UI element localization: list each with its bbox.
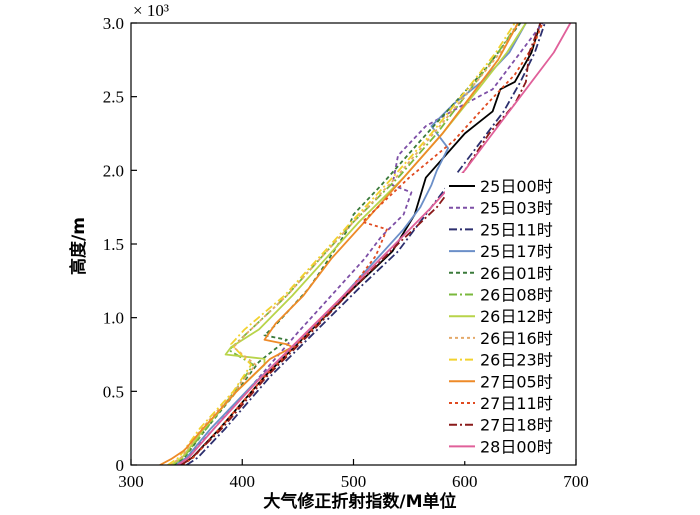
y-tick-label: 2.5	[103, 88, 124, 107]
series-line-12	[177, 23, 572, 465]
y-tick-label: 1.5	[103, 235, 124, 254]
y-axis: 0 0.5 1.0 1.5 2.0 2.5 3.0	[103, 14, 137, 475]
legend-label: 27日11时	[480, 394, 553, 413]
legend-label: 26日08时	[480, 286, 553, 305]
y-scale-label: × 10³	[133, 1, 169, 20]
legend-label: 26日01时	[480, 264, 553, 283]
y-tick-label: 1.0	[103, 309, 124, 328]
x-tick-label: 300	[118, 472, 144, 491]
y-tick-label: 3.0	[103, 14, 124, 33]
legend-label: 25日03时	[480, 199, 553, 218]
legend-label: 25日00时	[480, 177, 553, 196]
legend-label: 28日00时	[480, 437, 553, 456]
legend-label: 25日17时	[480, 242, 553, 261]
series-line-2	[186, 23, 546, 465]
series-line-7	[169, 23, 519, 465]
legend-label: 26日23时	[480, 351, 553, 370]
legend-label: 26日12时	[480, 307, 553, 326]
x-tick-label: 600	[452, 472, 478, 491]
series-line-11	[180, 23, 542, 465]
x-tick-label: 500	[341, 472, 367, 491]
legend-label: 25日11时	[480, 220, 553, 239]
series-line-3	[175, 23, 527, 465]
legend-label: 27日05时	[480, 372, 553, 391]
series-layer	[159, 23, 572, 465]
y-axis-title: 高度/m	[68, 217, 89, 275]
x-axis: 300 400 500 600 700	[118, 459, 589, 491]
y-tick-label: 0.5	[103, 382, 124, 401]
series-line-8	[167, 23, 516, 465]
x-tick-label: 700	[563, 472, 589, 491]
y-tick-label: 2.0	[103, 161, 124, 180]
series-line-9	[159, 23, 519, 465]
x-axis-title: 大气修正折射指数/M单位	[263, 491, 456, 512]
x-tick-label: 400	[230, 472, 256, 491]
legend: 25日00时 25日03时 25日11时 25日17时 26日01时 26日08时 26日1…	[445, 173, 573, 462]
y-tick-label: 0	[116, 456, 125, 475]
legend-label: 26日16时	[480, 329, 553, 348]
legend-label: 27日18时	[480, 416, 553, 435]
